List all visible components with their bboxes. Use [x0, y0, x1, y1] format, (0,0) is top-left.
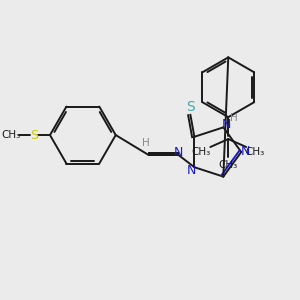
Text: H: H [142, 138, 149, 148]
Text: N: N [222, 118, 231, 131]
Text: CH₃: CH₃ [246, 147, 265, 157]
Text: N: N [174, 146, 183, 160]
Text: H: H [230, 113, 238, 123]
Text: N: N [187, 164, 196, 177]
Text: N: N [241, 146, 250, 158]
Text: S: S [186, 100, 195, 114]
Text: CH₃: CH₃ [2, 130, 21, 140]
Text: CH₃: CH₃ [192, 147, 211, 157]
Text: CH₃: CH₃ [219, 160, 238, 170]
Text: S: S [30, 129, 38, 142]
